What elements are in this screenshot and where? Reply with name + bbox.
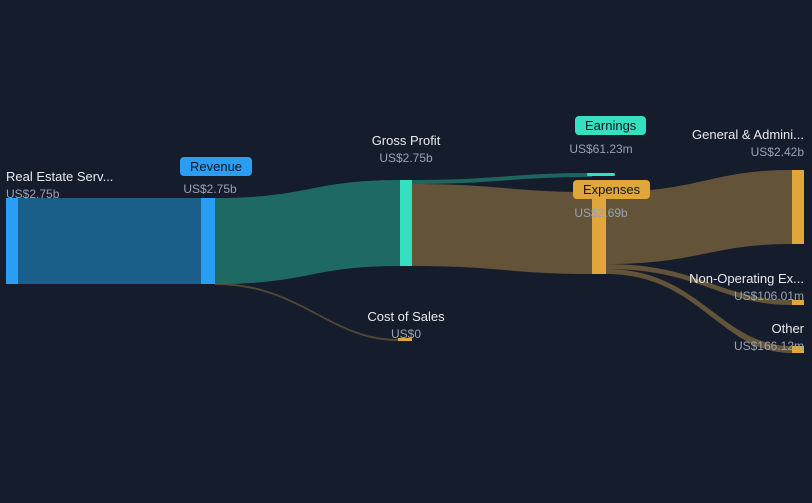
pill-revenue: Revenue (180, 157, 252, 176)
node-revenue (201, 198, 215, 284)
label-title: Non-Operating Ex... (689, 270, 804, 288)
label-value: US$106.01m (689, 288, 804, 305)
sankey-chart (0, 0, 812, 503)
label-value: US$0 (367, 326, 444, 343)
node-earnings (587, 173, 615, 176)
label-title: Gross Profit (372, 132, 441, 150)
label-gross-profit: Gross Profit US$2.75b (372, 132, 441, 167)
label-non-operating: Non-Operating Ex... US$106.01m (689, 270, 804, 305)
pill-expenses: Expenses (573, 180, 650, 199)
label-real-estate-services: Real Estate Serv... US$2.75b (6, 168, 113, 203)
flow-revenue-gross (215, 180, 400, 284)
label-title: Cost of Sales (367, 308, 444, 326)
label-title: Other (734, 320, 804, 338)
label-title: General & Admini... (692, 126, 804, 144)
label-value: US$2.42b (692, 144, 804, 161)
value-earnings: US$61.23m (569, 142, 632, 156)
label-general-admin: General & Admini... US$2.42b (692, 126, 804, 161)
label-title: Real Estate Serv... (6, 168, 113, 186)
node-general-admin (792, 170, 804, 244)
node-expenses (592, 192, 606, 274)
pill-earnings: Earnings (575, 116, 646, 135)
value-expenses: US$2.69b (574, 206, 627, 220)
flow-realestate-revenue (18, 198, 201, 284)
node-real-estate-services (6, 198, 18, 284)
label-other: Other US$166.12m (734, 320, 804, 355)
value-revenue: US$2.75b (183, 182, 236, 196)
node-gross-profit (400, 180, 412, 266)
label-value: US$2.75b (6, 186, 113, 203)
flow-gross-earnings (412, 173, 592, 184)
label-cost-of-sales: Cost of Sales US$0 (367, 308, 444, 343)
flow-gross-expenses (412, 184, 592, 274)
label-value: US$2.75b (372, 150, 441, 167)
label-value: US$166.12m (734, 338, 804, 355)
